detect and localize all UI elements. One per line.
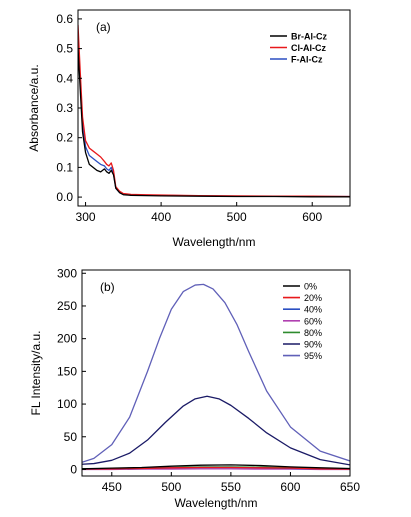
panel-label: (a) (96, 20, 111, 34)
legend-label-20pct: 20% (304, 293, 322, 303)
series-line-br-al-cz (78, 48, 350, 198)
legend-label-br-al-cz: Br-Al-Cz (291, 32, 327, 42)
chart-panel-a: 300 400 500 600 0.0 0.1 0.2 0.3 0.4 0.5 0.6 Wavelen… (27, 9, 351, 249)
legend-label-90pct: 90% (304, 340, 322, 350)
y-tick-label: 0.4 (56, 71, 73, 85)
legend: 0%20% 40%60% 80% 90%95% (283, 282, 322, 361)
series-line-0pct (82, 464, 350, 470)
x-tick-label: 450 (102, 480, 122, 494)
y-tick-label: 150 (57, 364, 77, 378)
y-tick-label: 100 (57, 397, 77, 411)
x-tick-label: 650 (340, 480, 360, 494)
y-tick-label: 200 (57, 332, 77, 346)
x-tick-label: 600 (302, 210, 322, 224)
y-tick-label: 300 (57, 266, 77, 280)
y-tick-label: 0.3 (56, 101, 73, 115)
x-tick-label: 400 (151, 210, 171, 224)
y-tick-label: 50 (64, 430, 78, 444)
legend-label-80pct: 80% (304, 328, 322, 338)
y-tick-label: 0.5 (56, 42, 73, 56)
y-tick-label: 0.1 (56, 160, 73, 174)
y-tick-label: 0.6 (56, 12, 73, 26)
x-tick-label: 600 (280, 480, 300, 494)
legend-label-f-al-cz: F-Al-Cz (291, 55, 323, 65)
series-line-20pct (82, 466, 350, 470)
y-tick-label: 0.2 (56, 131, 73, 145)
x-tick-label: 300 (76, 210, 96, 224)
series-group (78, 24, 350, 198)
x-tick-label: 550 (221, 480, 241, 494)
legend-label-95pct: 95% (304, 351, 322, 361)
y-tick-label: 250 (57, 299, 77, 313)
chart-panel-b: 450 500 550 600 650 0 50 100 150 200 250 300 Wavelen… (29, 266, 360, 510)
legend-label-40pct: 40% (304, 305, 322, 315)
x-axis-label: Wavelength/nm (173, 235, 256, 249)
y-tick-label: 0.0 (56, 190, 73, 204)
y-axis-label: Absorbance/a.u. (27, 64, 41, 151)
legend-label-60pct: 60% (304, 316, 322, 326)
x-tick-label: 500 (227, 210, 247, 224)
plot-frame (81, 269, 351, 477)
series-line-90pct (82, 395, 350, 466)
legend-label-cl-al-cz: Cl-Al-Cz (291, 43, 326, 53)
legend-label-0pct: 0% (304, 282, 317, 292)
x-axis-label: Wavelength/nm (175, 496, 258, 510)
y-axis-label: FL Intensity/a.u. (29, 331, 43, 416)
panel-label: (b) (100, 280, 115, 294)
y-tick-label: 0 (70, 462, 77, 476)
x-tick-label: 500 (161, 480, 181, 494)
series-line-95pct (82, 283, 350, 463)
series-group (82, 283, 350, 471)
